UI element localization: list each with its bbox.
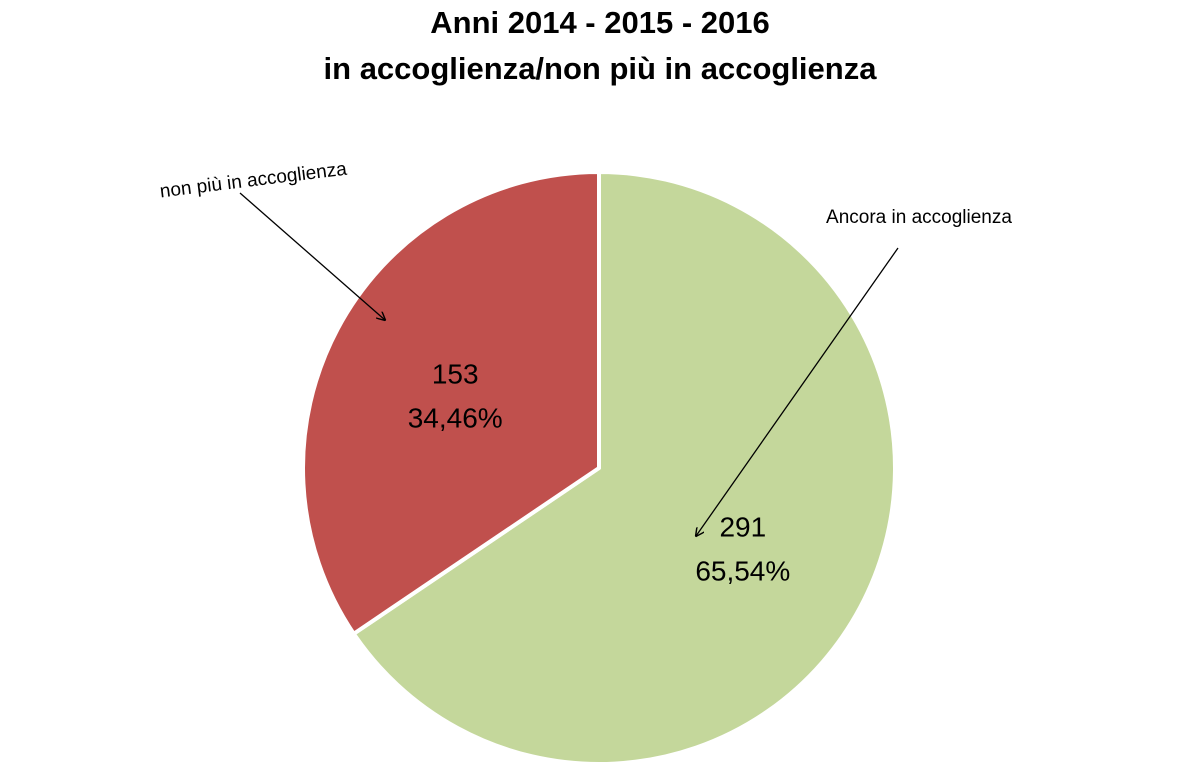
chart-title-line-1: Anni 2014 - 2015 - 2016 <box>430 5 770 40</box>
callout-label-non-piu: non più in accoglienza <box>159 159 349 203</box>
callout-arrow-non-piu <box>239 192 385 320</box>
slice-value-label-0: 291 <box>719 511 766 542</box>
slice-percent-label-1: 34,46% <box>408 403 503 434</box>
chart-title: Anni 2014 - 2015 - 2016 in accoglienza/n… <box>0 0 1200 92</box>
chart-title-line-2: in accoglienza/non più in accoglienza <box>323 51 877 86</box>
slice-percent-label-0: 65,54% <box>695 555 790 586</box>
slice-value-label-1: 153 <box>432 359 479 390</box>
pie-value-labels: 291 65,54% 153 34,46% <box>408 359 791 587</box>
pie-slices <box>301 170 897 766</box>
callout-arrow-ancora <box>696 247 899 536</box>
pie-slice-0 <box>351 170 897 766</box>
pie-slice-1 <box>301 170 601 636</box>
callout-label-ancora: Ancora in accoglienza <box>826 207 1012 228</box>
